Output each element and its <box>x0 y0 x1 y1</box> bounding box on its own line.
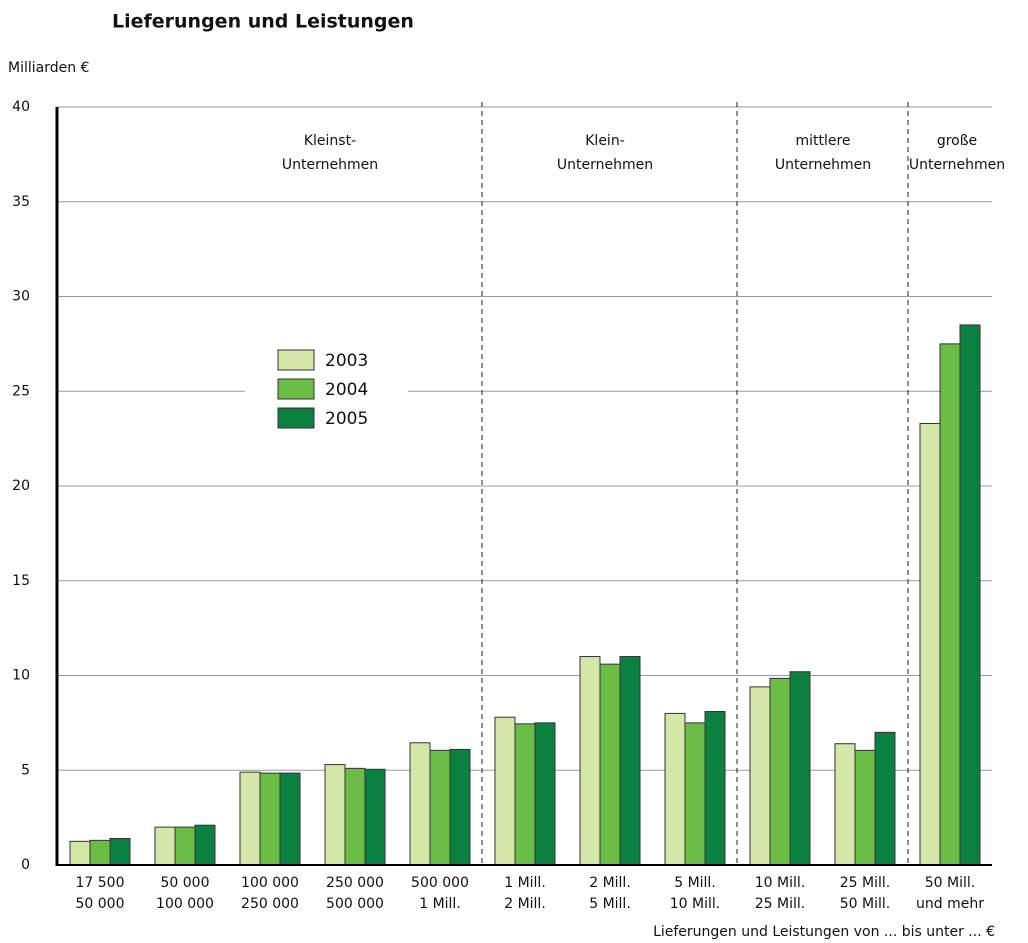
y-tick-label: 35 <box>12 194 30 210</box>
bar <box>344 767 366 866</box>
x-tick-label: 5 Mill. <box>589 896 631 912</box>
bar <box>429 749 451 866</box>
y-tick-label: 40 <box>12 99 30 115</box>
x-tick-label: 5 Mill. <box>674 875 716 891</box>
bar <box>664 712 686 866</box>
bar <box>684 722 706 866</box>
bar <box>494 716 516 866</box>
x-tick-label: 17 500 <box>76 875 125 891</box>
legend-label: 2005 <box>325 409 368 429</box>
bar <box>109 837 131 866</box>
bar <box>324 764 346 866</box>
x-tick-label: 50 000 <box>76 896 125 912</box>
x-tick-label: 500 000 <box>411 875 469 891</box>
x-tick-label: 2 Mill. <box>589 875 631 891</box>
bar <box>449 748 471 866</box>
y-tick-label: 10 <box>12 668 30 684</box>
y-tick-label: 5 <box>21 762 30 778</box>
bar <box>959 324 981 866</box>
y-axis-label: Milliarden € <box>8 60 89 76</box>
bar <box>89 839 111 866</box>
y-tick-label: 25 <box>12 383 30 399</box>
bar <box>579 656 601 866</box>
bar <box>69 840 91 866</box>
bar <box>364 768 386 866</box>
legend-swatch <box>277 407 315 429</box>
group-label: mittlere <box>795 133 850 149</box>
x-tick-label: und mehr <box>916 896 984 912</box>
x-tick-label: 50 000 <box>161 875 210 891</box>
x-axis-label: Lieferungen und Leistungen von ... bis u… <box>653 924 995 940</box>
x-tick-label: 250 000 <box>326 875 384 891</box>
bar <box>854 749 876 866</box>
group-label: Kleinst- <box>304 133 356 149</box>
bar <box>704 711 726 866</box>
x-tick-label: 250 000 <box>241 896 299 912</box>
x-tick-label: 1 Mill. <box>419 896 461 912</box>
bar <box>409 742 431 866</box>
x-tick-label: 25 Mill. <box>755 896 805 912</box>
x-tick-label: 50 Mill. <box>840 896 890 912</box>
x-tick-label: 10 Mill. <box>670 896 720 912</box>
bar <box>789 671 811 866</box>
bar <box>194 824 216 866</box>
x-tick-label: 500 000 <box>326 896 384 912</box>
y-tick-label: 0 <box>21 857 30 873</box>
bar <box>174 826 196 866</box>
bar <box>239 771 261 866</box>
x-tick-label: 1 Mill. <box>504 875 546 891</box>
x-tick-label: 10 Mill. <box>755 875 805 891</box>
legend-label: 2003 <box>325 351 368 371</box>
group-label: Unternehmen <box>557 157 653 173</box>
y-tick-label: 15 <box>12 573 30 589</box>
bar <box>834 743 856 866</box>
y-tick-label: 30 <box>12 289 30 305</box>
x-tick-label: 2 Mill. <box>504 896 546 912</box>
bar <box>259 772 281 866</box>
x-tick-label: 100 000 <box>241 875 299 891</box>
group-label: Unternehmen <box>282 157 378 173</box>
bar <box>599 663 621 866</box>
bar <box>534 722 556 866</box>
x-tick-label: 25 Mill. <box>840 875 890 891</box>
bar <box>154 826 176 866</box>
bar <box>919 422 941 866</box>
legend-label: 2004 <box>325 380 368 400</box>
group-label: große <box>937 133 977 149</box>
bar <box>279 772 301 866</box>
x-tick-label: 50 Mill. <box>925 875 975 891</box>
legend-background <box>245 335 408 435</box>
bar <box>939 343 961 866</box>
legend-swatch <box>277 349 315 371</box>
group-label: Unternehmen <box>775 157 871 173</box>
bar <box>514 723 536 866</box>
bar <box>749 686 771 866</box>
group-label: Unternehmen <box>909 157 1005 173</box>
chart-title: Lieferungen und Leistungen <box>112 11 414 33</box>
bar <box>874 731 896 866</box>
legend-swatch <box>277 378 315 400</box>
y-tick-label: 20 <box>12 478 30 494</box>
bar <box>769 677 791 866</box>
x-tick-label: 100 000 <box>156 896 214 912</box>
bar <box>619 656 641 866</box>
group-label: Klein- <box>585 133 625 149</box>
